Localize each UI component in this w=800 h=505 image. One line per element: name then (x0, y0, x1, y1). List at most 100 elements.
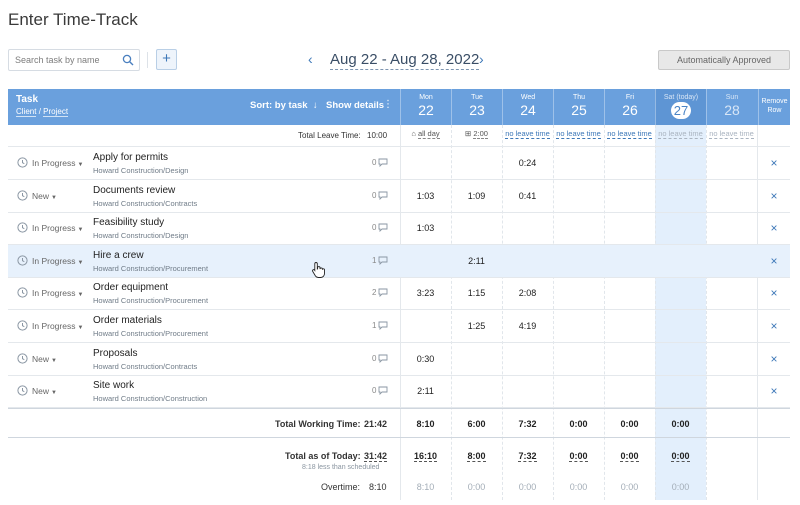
next-week-icon[interactable]: › (479, 51, 484, 67)
client-project-subheader: Client / Project (16, 107, 69, 117)
leave-cell-thu[interactable]: no leave time (553, 129, 604, 139)
task-project: Procurement (165, 263, 209, 273)
comments-button[interactable]: 1 (372, 256, 388, 265)
time-cell-wed[interactable]: 0:41 (518, 190, 537, 201)
asof-total-wed[interactable]: 7:32 (502, 451, 553, 462)
previous-week-icon[interactable]: ‹ (308, 51, 313, 67)
task-name[interactable]: Feasibility study (93, 217, 165, 229)
comment-count: 0 (372, 190, 377, 200)
project-sort-link[interactable]: Project (43, 107, 69, 117)
leave-cell-sun[interactable]: no leave time (706, 129, 757, 139)
status-dropdown[interactable]: New ▼ (32, 354, 57, 364)
task-name[interactable]: Hire a crew (93, 249, 144, 261)
leave-cell-tue[interactable]: ⊞ 2:00 (451, 129, 502, 139)
add-task-button[interactable]: + (156, 49, 177, 70)
time-cell-wed[interactable]: 4:19 (518, 321, 537, 331)
time-cell-mon[interactable]: 3:23 (416, 288, 435, 299)
status-label: In Progress (32, 223, 76, 234)
clock-icon[interactable] (17, 320, 28, 331)
comments-button[interactable]: 0 (372, 386, 388, 396)
asof-total-mon[interactable]: 16:10 (400, 451, 451, 462)
clock-icon[interactable] (17, 222, 28, 233)
remove-row-icon[interactable]: × (770, 351, 778, 366)
column-divider (400, 125, 401, 500)
time-cell-wed[interactable]: 2:08 (518, 288, 537, 299)
status-dropdown[interactable]: In Progress ▼ (32, 223, 83, 233)
remove-row-icon[interactable]: × (770, 156, 778, 170)
comments-button[interactable]: 2 (372, 288, 388, 298)
approval-status-button[interactable]: Automatically Approved (658, 50, 790, 70)
search-icon[interactable] (122, 54, 134, 66)
total-as-of-today-value[interactable]: 31:42 (364, 451, 388, 462)
status-dropdown[interactable]: New ▼ (32, 191, 57, 201)
table-row: New ▼ Documents review Howard Construction/… (8, 180, 790, 213)
day-number: 26 (622, 102, 638, 118)
task-name[interactable]: Order equipment (93, 282, 169, 294)
status-dropdown[interactable]: In Progress ▼ (32, 321, 83, 331)
leave-cell-sat[interactable]: no leave time (655, 129, 706, 139)
remove-row-icon[interactable]: × (770, 319, 778, 333)
comments-button[interactable]: 0 (372, 354, 388, 363)
remove-row-icon[interactable]: × (770, 221, 778, 236)
leave-value: 2:00 (473, 129, 488, 139)
comments-button[interactable]: 1 (372, 321, 388, 331)
clock-icon[interactable] (17, 287, 28, 298)
status-label: New (32, 190, 50, 201)
remove-row-icon[interactable]: × (770, 188, 778, 203)
leave-cell-fri[interactable]: no leave time (604, 129, 655, 139)
task-name[interactable]: Site work (93, 380, 135, 392)
overtime-label: Overtime: (321, 482, 361, 492)
asof-total-fri[interactable]: 0:00 (604, 451, 655, 462)
remove-row-icon[interactable]: × (770, 286, 778, 301)
time-cell-mon[interactable]: 2:11 (417, 386, 434, 397)
task-name[interactable]: Proposals (93, 347, 138, 359)
time-cell-tue[interactable]: 1:15 (467, 288, 486, 299)
time-cell-tue[interactable]: 1:25 (467, 321, 486, 331)
status-label: In Progress (32, 255, 76, 266)
task-name[interactable]: Order materials (93, 315, 162, 326)
clock-icon[interactable] (17, 255, 28, 266)
clock-icon[interactable] (17, 385, 28, 396)
leave-cell-mon[interactable]: ⌂ all day (400, 129, 451, 139)
task-client: Howard Construction (93, 263, 164, 273)
table-row: In Progress ▼ Apply for permits Howard Cons… (8, 147, 790, 180)
time-cell-mon[interactable]: 0:30 (416, 353, 435, 364)
clock-icon[interactable] (17, 157, 28, 168)
more-options-icon[interactable]: ⋮ (383, 99, 393, 110)
time-cell-tue[interactable]: 1:09 (467, 190, 486, 201)
time-cell-mon[interactable]: 1:03 (416, 190, 435, 201)
comments-button[interactable]: 0 (372, 158, 388, 168)
plus-leave-icon: ⊞ (465, 129, 474, 138)
day-number: 28 (724, 102, 740, 118)
total-working-value: 21:42 (364, 419, 388, 429)
comments-button[interactable]: 0 (372, 223, 388, 233)
remove-row-icon[interactable]: × (770, 384, 778, 399)
time-cell-mon[interactable]: 1:03 (416, 223, 435, 234)
search-box[interactable] (8, 49, 140, 71)
show-details-button[interactable]: Show details (326, 100, 385, 111)
search-input[interactable] (15, 53, 123, 67)
clock-icon[interactable] (17, 189, 28, 201)
day-header-mon: Mon 22 (400, 89, 451, 125)
asof-total-sat[interactable]: 0:00 (655, 451, 706, 462)
comment-count: 0 (372, 353, 377, 363)
task-client: Howard Construction (93, 394, 164, 404)
status-dropdown[interactable]: New ▼ (32, 386, 57, 396)
client-sort-link[interactable]: Client (16, 107, 37, 117)
asof-total-thu[interactable]: 0:00 (553, 451, 604, 462)
sort-by-task-button[interactable]: Sort: by task ↓ (250, 100, 318, 111)
status-dropdown[interactable]: In Progress ▼ (32, 288, 83, 298)
task-name[interactable]: Apply for permits (93, 152, 169, 163)
time-cell-wed[interactable]: 0:24 (518, 158, 537, 168)
leave-cell-wed[interactable]: no leave time (502, 129, 553, 139)
date-range-picker[interactable]: Aug 22 - Aug 28, 2022 (330, 51, 480, 70)
status-dropdown[interactable]: In Progress ▼ (32, 256, 83, 266)
task-name[interactable]: Documents review (93, 184, 176, 196)
comments-button[interactable]: 0 (372, 191, 388, 200)
clock-icon[interactable] (17, 352, 28, 364)
status-dropdown[interactable]: In Progress ▼ (32, 158, 83, 168)
time-cell-tue[interactable]: 2:11 (468, 255, 485, 266)
remove-row-icon[interactable]: × (770, 253, 778, 268)
working-total-tue: 6:00 (467, 419, 486, 429)
asof-total-tue[interactable]: 8:00 (451, 451, 502, 462)
